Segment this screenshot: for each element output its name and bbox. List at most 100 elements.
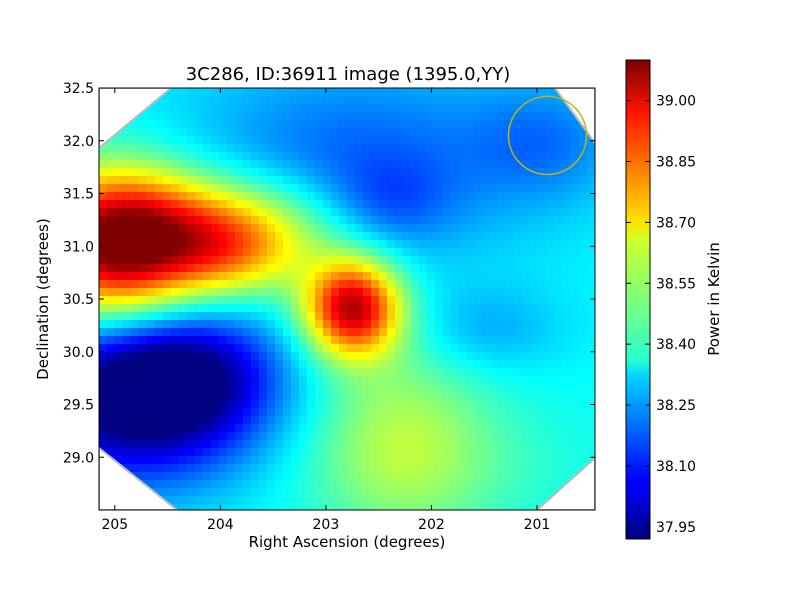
- heatmap-cell: [283, 176, 292, 185]
- heatmap-cell: [323, 176, 332, 185]
- heatmap-cell: [267, 224, 276, 233]
- heatmap-cell: [507, 472, 516, 481]
- heatmap-cell: [507, 312, 516, 321]
- heatmap-cell: [475, 472, 484, 481]
- heatmap-cell: [467, 344, 476, 353]
- heatmap-cell: [451, 320, 460, 329]
- heatmap-cell: [155, 176, 164, 185]
- heatmap-cell: [515, 352, 524, 361]
- heatmap-cell: [491, 392, 500, 401]
- heatmap-cell: [203, 136, 212, 145]
- heatmap-cell: [443, 248, 452, 257]
- heatmap-cell: [579, 200, 588, 209]
- heatmap-cell: [283, 112, 292, 121]
- heatmap-cell: [435, 264, 444, 273]
- heatmap-cell: [275, 112, 284, 121]
- heatmap-cell: [419, 448, 428, 457]
- heatmap-cell: [347, 104, 356, 113]
- heatmap-cell: [259, 208, 268, 217]
- heatmap-cell: [515, 360, 524, 369]
- heatmap-cell: [347, 328, 356, 337]
- heatmap-cell: [283, 424, 292, 433]
- heatmap-cell: [355, 280, 364, 289]
- heatmap-cell: [507, 232, 516, 241]
- heatmap-cell: [411, 360, 420, 369]
- heatmap-cell: [363, 448, 372, 457]
- heatmap-cell: [451, 336, 460, 345]
- heatmap-cell: [251, 88, 260, 97]
- heatmap-cell: [339, 104, 348, 113]
- heatmap-cell: [339, 376, 348, 385]
- heatmap-cell: [139, 176, 148, 185]
- heatmap-cell: [539, 400, 548, 409]
- heatmap-cell: [203, 344, 212, 353]
- heatmap-cell: [363, 424, 372, 433]
- heatmap-cell: [251, 272, 260, 281]
- heatmap-cell: [531, 248, 540, 257]
- heatmap-cell: [219, 408, 228, 417]
- heatmap-cell: [395, 456, 404, 465]
- heatmap-cell: [275, 200, 284, 209]
- heatmap-cell: [427, 456, 436, 465]
- heatmap-cell: [403, 368, 412, 377]
- heatmap-cell: [371, 240, 380, 249]
- heatmap-cell: [539, 480, 548, 489]
- heatmap-cell: [499, 336, 508, 345]
- heatmap-cell: [539, 184, 548, 193]
- heatmap-cell: [155, 384, 164, 393]
- heatmap-cell: [475, 344, 484, 353]
- heatmap-cell: [259, 376, 268, 385]
- heatmap-cell: [315, 416, 324, 425]
- heatmap-cell: [523, 272, 532, 281]
- heatmap-cell: [523, 88, 532, 97]
- heatmap-cell: [379, 352, 388, 361]
- heatmap-cell: [539, 376, 548, 385]
- heatmap-cell: [427, 424, 436, 433]
- heatmap-cell: [107, 288, 116, 297]
- heatmap-cell: [179, 88, 188, 97]
- heatmap-cell: [211, 280, 220, 289]
- heatmap-cell: [499, 168, 508, 177]
- heatmap-cell: [379, 408, 388, 417]
- heatmap-cell: [211, 432, 220, 441]
- heatmap-cell: [475, 264, 484, 273]
- heatmap-cell: [219, 104, 228, 113]
- heatmap-cell: [507, 88, 516, 97]
- heatmap-cell: [299, 120, 308, 129]
- heatmap-cell: [307, 304, 316, 313]
- heatmap-cell: [131, 296, 140, 305]
- heatmap-cell: [435, 480, 444, 489]
- heatmap-cell: [363, 480, 372, 489]
- heatmap-cell: [411, 160, 420, 169]
- heatmap-cell: [555, 96, 564, 105]
- heatmap-cell: [107, 416, 116, 425]
- heatmap-cell: [227, 328, 236, 337]
- heatmap-cell: [259, 400, 268, 409]
- heatmap-cell: [483, 392, 492, 401]
- heatmap-cell: [171, 128, 180, 137]
- heatmap-cell: [515, 448, 524, 457]
- heatmap-cell: [339, 168, 348, 177]
- heatmap-cell: [483, 264, 492, 273]
- heatmap-cell: [155, 136, 164, 145]
- heatmap-cell: [187, 448, 196, 457]
- heatmap-cell: [283, 336, 292, 345]
- heatmap-cell: [411, 328, 420, 337]
- heatmap-cell: [339, 304, 348, 313]
- heatmap-cell: [195, 152, 204, 161]
- heatmap-cell: [363, 408, 372, 417]
- heatmap-cell: [187, 320, 196, 329]
- heatmap-cell: [307, 456, 316, 465]
- heatmap-cell: [171, 384, 180, 393]
- heatmap-cell: [107, 392, 116, 401]
- heatmap-cell: [339, 464, 348, 473]
- heatmap-cell: [571, 376, 580, 385]
- heatmap-cell: [451, 448, 460, 457]
- heatmap-cell: [547, 88, 556, 97]
- heatmap-cell: [467, 432, 476, 441]
- heatmap-cell: [235, 400, 244, 409]
- heatmap-cell: [403, 376, 412, 385]
- heatmap-cell: [323, 408, 332, 417]
- heatmap-cell: [531, 464, 540, 473]
- heatmap-cell: [251, 232, 260, 241]
